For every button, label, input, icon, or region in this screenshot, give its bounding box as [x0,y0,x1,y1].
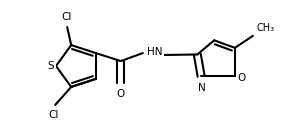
Text: Cl: Cl [48,110,58,120]
Text: HN: HN [147,47,162,57]
Text: S: S [47,61,54,71]
Text: N: N [198,83,206,93]
Text: O: O [117,89,125,99]
Text: O: O [238,73,246,83]
Text: Cl: Cl [61,12,71,22]
Text: CH₃: CH₃ [257,23,275,33]
